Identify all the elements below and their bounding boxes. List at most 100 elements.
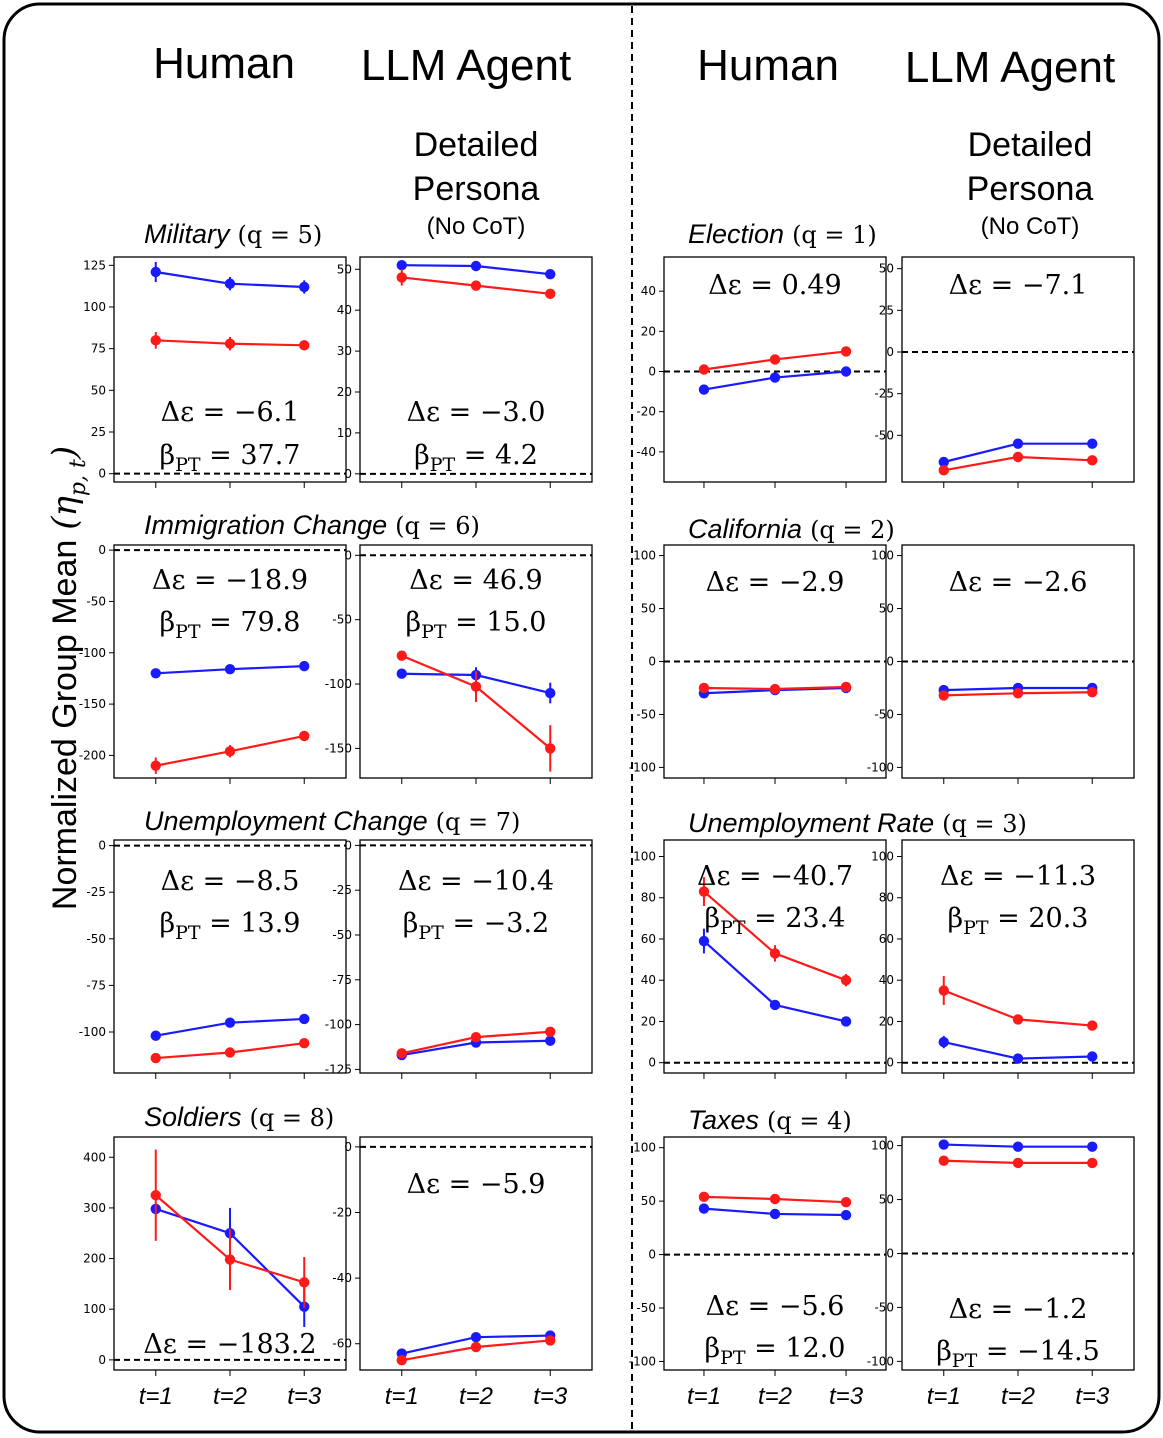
- y-tick-label: -100: [867, 1354, 894, 1368]
- annotation-delta: Δε = −7.1: [949, 270, 1088, 301]
- y-tick-label: 80: [641, 891, 656, 905]
- panel-soldiers-human: 0100200300400Δε = −183.2Soldiers (q = 8)t…: [83, 1102, 346, 1410]
- data-point-red: [545, 743, 555, 753]
- data-point-red: [939, 1156, 949, 1166]
- y-tick-label: 0: [98, 543, 106, 557]
- y-tick-label: 50: [641, 602, 656, 616]
- panel-title: Military (q = 5): [144, 219, 322, 249]
- annotation-delta: Δε = −3.0: [407, 397, 546, 428]
- y-tick-label: 100: [83, 300, 106, 314]
- data-point-red: [471, 1032, 481, 1042]
- y-tick-label: 0: [886, 1056, 894, 1070]
- panel-title-q: (q = 3): [942, 810, 1027, 838]
- y-tick-label: 60: [641, 932, 656, 946]
- y-tick-label: 100: [633, 549, 656, 563]
- data-point-red: [841, 682, 851, 692]
- data-point-blue: [471, 1332, 481, 1342]
- annotation-beta-subscript: PT: [952, 1350, 978, 1372]
- annotation-beta-subscript: PT: [720, 1347, 746, 1369]
- y-tick-label: -100: [79, 1025, 106, 1039]
- data-point-blue: [1087, 1142, 1097, 1152]
- y-tick-label: 40: [641, 973, 656, 987]
- y-tick-label: 20: [337, 385, 352, 399]
- panel-soldiers-llm: 0-20-40-60Δε = −5.9t=1 t=2 t=3: [332, 1137, 592, 1410]
- y-tick-label: 20: [879, 1014, 894, 1028]
- data-point-blue: [225, 1017, 235, 1027]
- annotation-delta: Δε = −2.9: [706, 567, 845, 598]
- data-point-blue: [841, 366, 851, 376]
- y-tick-label: -25: [332, 883, 352, 897]
- panel-title: Election (q = 1): [688, 219, 877, 249]
- data-point-red: [699, 1192, 709, 1202]
- x-tick-label: t=1: [687, 1383, 721, 1410]
- y-tick-label: 50: [337, 262, 352, 276]
- data-point-blue: [151, 668, 161, 678]
- data-point-red: [471, 1342, 481, 1352]
- data-point-blue: [151, 267, 161, 277]
- data-point-blue: [225, 664, 235, 674]
- x-tick-label: t=1: [139, 1383, 173, 1410]
- panel-title-topic: Military: [144, 219, 231, 249]
- panel-title-topic: Election: [688, 219, 784, 249]
- panel-unemp-rate-llm: 020406080100Δε = −11.3βPT = 20.3: [871, 840, 1134, 1079]
- data-point-blue: [1013, 1142, 1023, 1152]
- panel-title-topic: Immigration Change: [144, 510, 387, 540]
- y-tick-label: -50: [332, 928, 352, 942]
- data-point-blue: [299, 282, 309, 292]
- y-tick-label: 50: [879, 1193, 894, 1207]
- panel-title: Immigration Change (q = 6): [144, 510, 480, 540]
- data-point-red: [151, 335, 161, 345]
- data-point-red: [841, 346, 851, 356]
- y-tick-label: 40: [879, 973, 894, 987]
- annotation-beta-subscript: PT: [175, 454, 201, 476]
- data-point-blue: [1087, 1051, 1097, 1061]
- panel-title-topic: Soldiers: [144, 1102, 242, 1132]
- data-point-red: [299, 340, 309, 350]
- panels: 0255075100125Δε = −6.1βPT = 37.7Military…: [79, 219, 1134, 1410]
- data-point-red: [770, 948, 780, 958]
- data-point-blue: [699, 1203, 709, 1213]
- y-tick-label: 100: [83, 1302, 106, 1316]
- y-axis-label: Normalized Group Mean(ηp, t): [45, 446, 91, 910]
- data-point-blue: [699, 384, 709, 394]
- y-tick-label: 0: [344, 838, 352, 852]
- data-point-red: [545, 1027, 555, 1037]
- data-point-red: [151, 1190, 161, 1200]
- data-point-red: [841, 1197, 851, 1207]
- y-tick-label: -100: [325, 677, 352, 691]
- data-point-red: [770, 1194, 780, 1204]
- x-tick-label: t=3: [1075, 1383, 1110, 1410]
- y-tick-label: 0: [98, 839, 106, 853]
- panel-title: Taxes (q = 4): [688, 1105, 852, 1135]
- y-tick-label: 0: [648, 1056, 656, 1070]
- data-point-red: [1087, 455, 1097, 465]
- persona-right-note: (No CoT): [981, 213, 1080, 240]
- panel-title: Unemployment Change (q = 7): [144, 806, 520, 836]
- annotation-delta: Δε = −6.1: [161, 397, 300, 428]
- annotation-beta-symbol: β: [705, 1333, 721, 1364]
- y-tick-label: 60: [879, 932, 894, 946]
- panel-title-topic: Taxes: [688, 1105, 759, 1135]
- annotation-delta: Δε = −183.2: [143, 1329, 316, 1360]
- data-point-blue: [545, 688, 555, 698]
- annotation-beta-symbol: β: [948, 903, 964, 934]
- y-tick-label: 0: [344, 1140, 352, 1154]
- data-point-blue: [841, 1016, 851, 1026]
- annotation-beta-subscript: PT: [418, 922, 444, 944]
- data-point-blue: [471, 261, 481, 271]
- data-point-red: [225, 746, 235, 756]
- data-point-red: [770, 354, 780, 364]
- panel-title-q: (q = 5): [238, 221, 323, 249]
- header-right-human: Human: [697, 41, 839, 90]
- panel-military-llm: 01020304050Δε = −3.0βPT = 4.2: [337, 257, 592, 488]
- y-tick-label: -40: [636, 445, 656, 459]
- x-tick-label: t=2: [213, 1383, 247, 1410]
- y-tick-label: 40: [641, 284, 656, 298]
- annotation-beta-value: = 37.7: [201, 440, 301, 471]
- y-tick-label: -75: [86, 978, 106, 992]
- data-point-red: [770, 684, 780, 694]
- annotation-beta-symbol: β: [160, 440, 176, 471]
- x-tick-label: t=1: [385, 1383, 419, 1410]
- data-point-blue: [397, 260, 407, 270]
